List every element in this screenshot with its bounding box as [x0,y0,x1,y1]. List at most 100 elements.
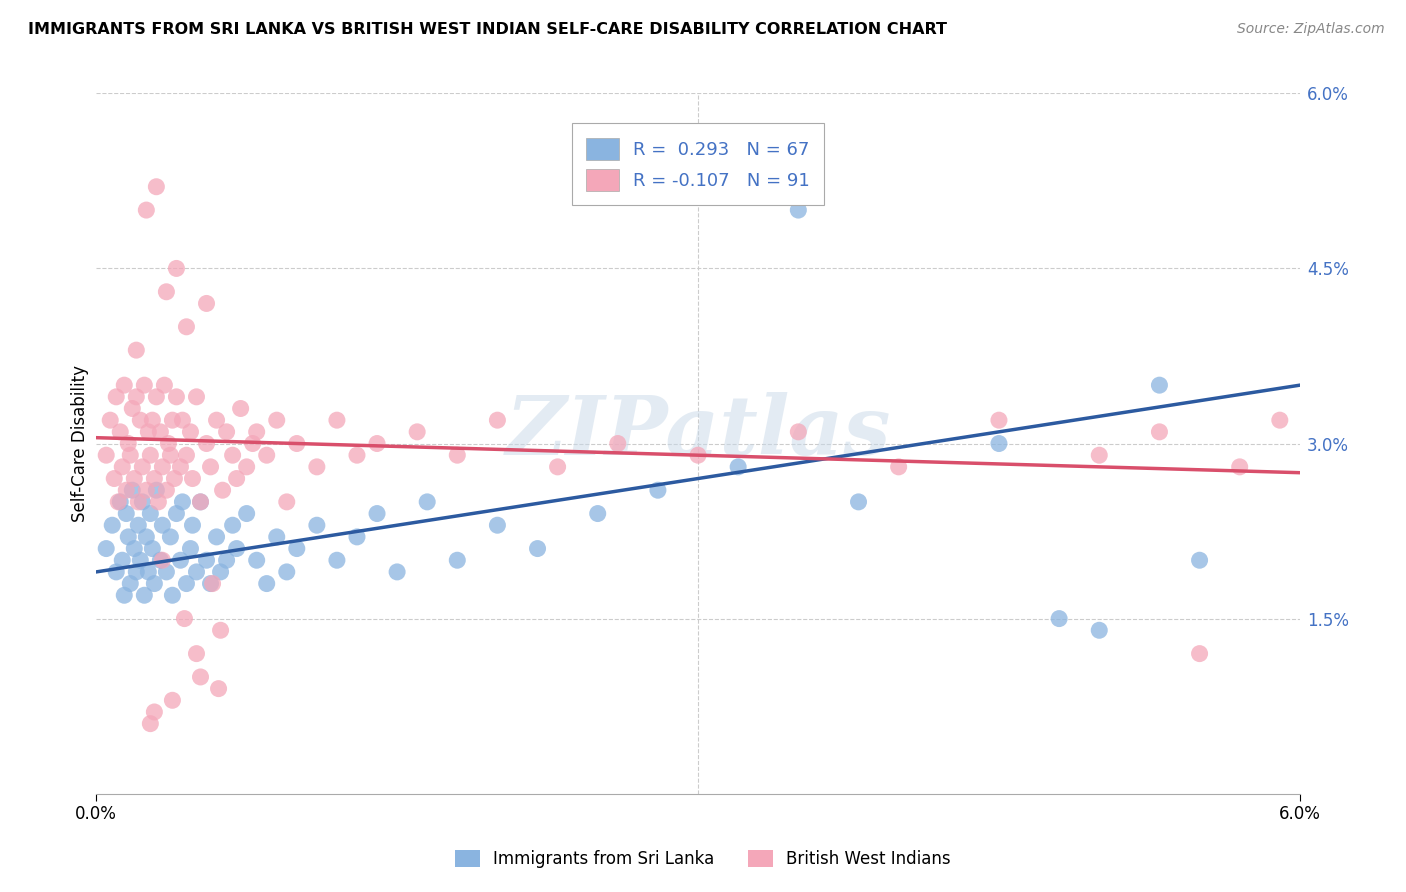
Point [446,448,468,462]
Point [215,553,238,567]
Point [155,483,177,498]
Point [155,565,177,579]
Point [285,436,308,450]
Point [105,565,128,579]
Point [110,425,132,439]
Point [96,448,118,462]
Point [181,518,204,533]
Point [110,495,132,509]
Point [111,553,134,567]
Point [266,530,288,544]
Point [176,576,198,591]
Point [1149,378,1171,392]
Point [121,483,143,498]
Point [221,448,243,462]
Point [120,448,142,462]
Point [117,530,139,544]
Point [211,483,233,498]
Point [149,553,172,567]
Point [149,425,172,439]
Point [169,459,191,474]
Point [186,647,208,661]
Point [112,378,135,392]
Point [416,495,439,509]
Point [179,425,201,439]
Point [246,425,269,439]
Point [143,705,166,719]
Point [190,495,212,509]
Point [176,319,198,334]
Point [135,530,157,544]
Point [787,425,810,439]
Point [129,413,152,427]
Point [131,495,153,509]
Text: Source: ZipAtlas.com: Source: ZipAtlas.com [1237,22,1385,37]
Point [96,541,118,556]
Point [209,624,232,638]
Point [115,483,138,498]
Point [153,378,176,392]
Point [221,518,243,533]
Point [686,448,709,462]
Point [586,507,609,521]
Point [848,495,870,509]
Point [235,459,257,474]
Point [125,565,148,579]
Point [165,261,187,276]
Point [1268,413,1291,427]
Point [173,611,195,625]
Point [163,471,186,485]
Point [201,576,224,591]
Text: ZIPatlas: ZIPatlas [505,392,891,472]
Point [647,483,669,498]
Point [195,296,218,310]
Point [547,459,569,474]
Point [225,471,247,485]
Point [727,459,749,474]
Point [209,565,232,579]
Point [195,553,218,567]
Point [305,459,328,474]
Point [131,459,153,474]
Point [181,471,204,485]
Point [200,576,222,591]
Point [155,285,177,299]
Point [1149,425,1171,439]
Point [145,390,167,404]
Point [134,378,156,392]
Point [1088,624,1111,638]
Point [103,471,125,485]
Point [121,401,143,416]
Point [526,541,548,556]
Point [190,495,212,509]
Point [169,553,191,567]
Point [117,436,139,450]
Point [385,565,408,579]
Point [124,471,146,485]
Point [138,565,160,579]
Point [606,436,628,450]
Point [406,425,429,439]
Point [129,553,152,567]
Point [215,425,238,439]
Point [186,565,208,579]
Point [246,553,269,567]
Point [1188,647,1211,661]
Point [141,413,163,427]
Legend: R =  0.293   N = 67, R = -0.107   N = 91: R = 0.293 N = 67, R = -0.107 N = 91 [572,123,824,205]
Point [200,459,222,474]
Point [159,448,181,462]
Point [205,413,228,427]
Point [120,576,142,591]
Point [98,413,121,427]
Point [125,390,148,404]
Point [157,436,180,450]
Point [141,541,163,556]
Point [205,530,228,544]
Point [159,530,181,544]
Point [276,495,298,509]
Point [266,413,288,427]
Point [134,588,156,602]
Point [176,448,198,462]
Point [112,588,135,602]
